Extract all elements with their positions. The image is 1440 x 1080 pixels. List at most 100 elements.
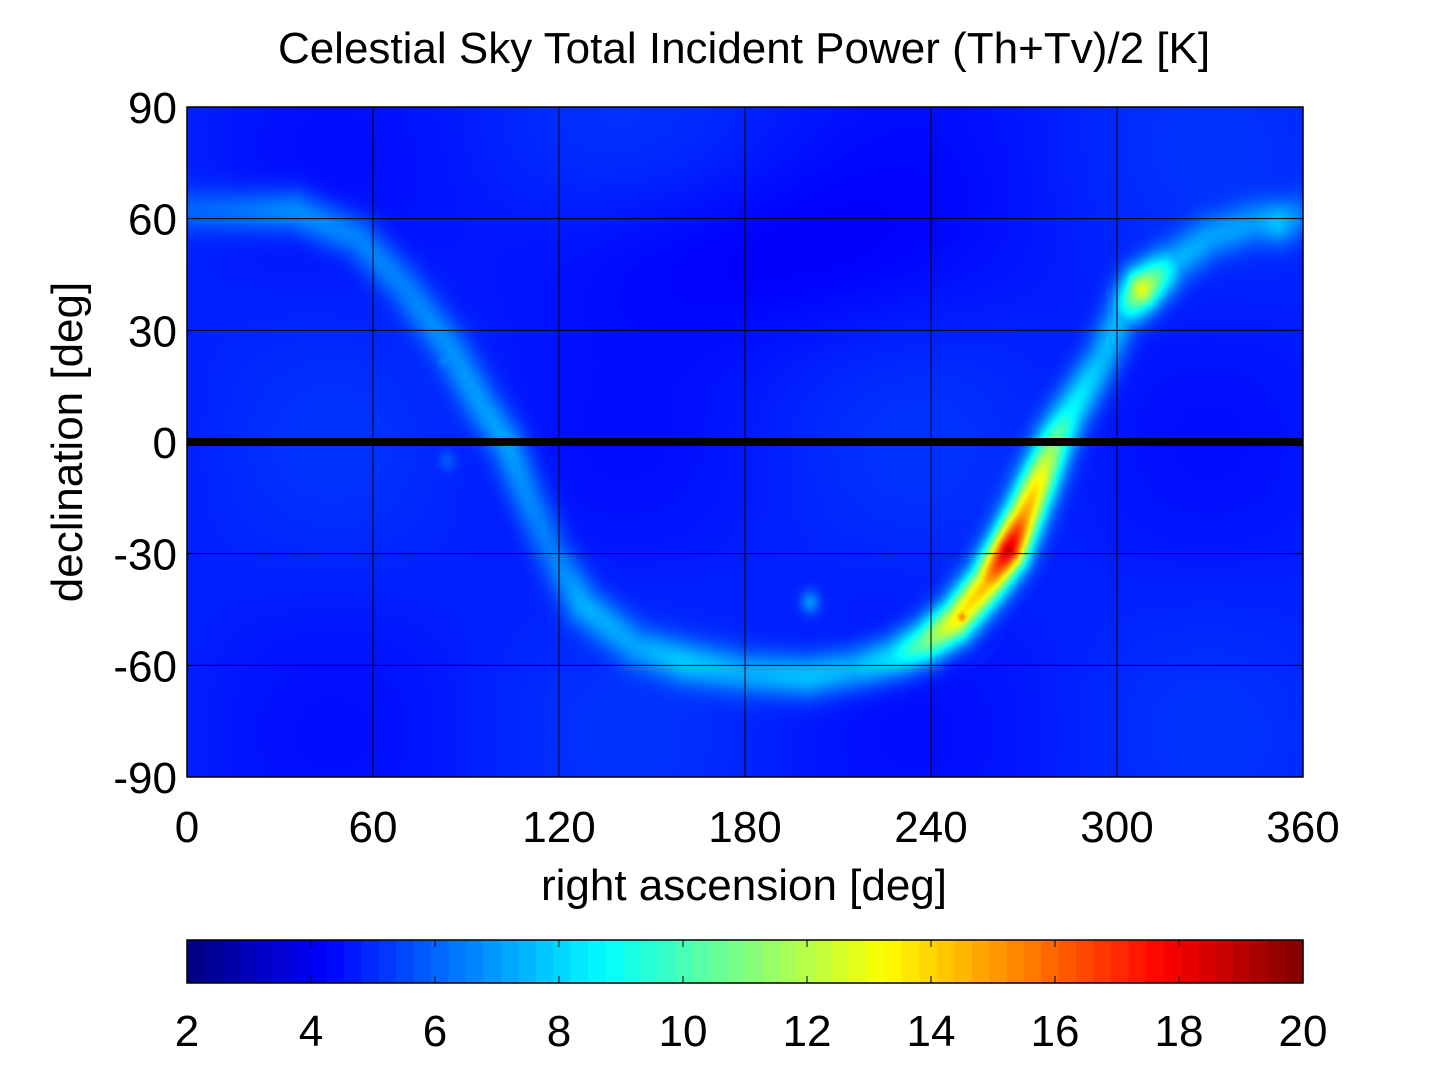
colorbar-cell — [570, 940, 589, 983]
colorbar-cell — [1093, 940, 1112, 983]
colorbar-cell — [500, 940, 519, 983]
y-tick-label: -60 — [113, 642, 177, 691]
colorbar-cell — [1215, 940, 1234, 983]
colorbar-cell — [187, 940, 206, 983]
y-tick-label: 90 — [128, 84, 177, 133]
colorbar-cell — [797, 940, 816, 983]
colorbar-cell — [919, 940, 938, 983]
colorbar-cell — [884, 940, 903, 983]
colorbar-tick-label: 14 — [907, 1007, 956, 1056]
colorbar-cell — [1250, 940, 1269, 983]
colorbar-cell — [483, 940, 502, 983]
colorbar-cell — [1024, 940, 1043, 983]
colorbar-cell — [1006, 940, 1025, 983]
colorbar-cell — [605, 940, 624, 983]
x-tick-label: 180 — [708, 803, 781, 852]
colorbar-cell — [1285, 940, 1304, 983]
x-tick-label: 120 — [522, 803, 595, 852]
colorbar-cell — [221, 940, 240, 983]
colorbar-cell — [745, 940, 764, 983]
colorbar-tick-label: 8 — [547, 1007, 571, 1056]
colorbar-tick-label: 2 — [175, 1007, 199, 1056]
colorbar-tick-label: 20 — [1279, 1007, 1328, 1056]
x-axis-ticks: 0 60 120 180 240 300 360 — [175, 803, 1340, 852]
colorbar-cell — [1041, 940, 1060, 983]
colorbar-cell — [1146, 940, 1165, 983]
x-tick-label: 60 — [349, 803, 398, 852]
x-tick-label: 0 — [175, 803, 199, 852]
y-tick-label: -30 — [113, 531, 177, 580]
colorbar-cell — [640, 940, 659, 983]
colorbar-cell — [396, 940, 415, 983]
y-tick-label: 0 — [153, 419, 177, 468]
x-tick-label: 300 — [1080, 803, 1153, 852]
colorbar-cell — [622, 940, 641, 983]
colorbar-cell — [466, 940, 485, 983]
x-axis-label: right ascension [deg] — [541, 861, 947, 910]
colorbar-cell — [204, 940, 223, 983]
colorbar-cell — [326, 940, 345, 983]
colorbar-cell — [448, 940, 467, 983]
colorbar-cell — [588, 940, 607, 983]
y-axis-ticks: -90 -60 -30 0 30 60 90 — [113, 84, 177, 803]
plot-area — [186, 106, 1304, 778]
colorbar-tick-label: 12 — [783, 1007, 832, 1056]
colorbar-cell — [343, 940, 362, 983]
colorbar-cell — [413, 940, 432, 983]
x-tick-label: 360 — [1266, 803, 1339, 852]
colorbar-cell — [361, 940, 380, 983]
colorbar-cell — [727, 940, 746, 983]
y-tick-label: 60 — [128, 196, 177, 245]
colorbar-tick-label: 10 — [659, 1007, 708, 1056]
colorbar-cell — [1058, 940, 1077, 983]
colorbar-cell — [692, 940, 711, 983]
colorbar-cell — [291, 940, 310, 983]
colorbar-cell — [1233, 940, 1252, 983]
colorbar-cell — [762, 940, 781, 983]
chart-title: Celestial Sky Total Incident Power (Th+T… — [278, 24, 1210, 73]
colorbar-cell — [431, 940, 450, 983]
colorbar-tick-label: 6 — [423, 1007, 447, 1056]
colorbar-cell — [274, 940, 293, 983]
colorbar-tick-label: 16 — [1031, 1007, 1080, 1056]
colorbar-ticks: 2 4 6 8 10 12 14 16 18 20 — [175, 940, 1328, 1056]
colorbar-cell — [832, 940, 851, 983]
colorbar-cell — [518, 940, 537, 983]
y-axis-label: declination [deg] — [43, 282, 92, 602]
colorbar-cell — [936, 940, 955, 983]
colorbar-cell — [1198, 940, 1217, 983]
colorbar-cell — [867, 940, 886, 983]
colorbar-cell — [1163, 940, 1182, 983]
colorbar-tick-label: 18 — [1155, 1007, 1204, 1056]
colorbar-cell — [901, 940, 920, 983]
colorbar-cell — [657, 940, 676, 983]
colorbar-frame — [186, 939, 1304, 984]
plot-frame — [186, 106, 1304, 778]
colorbar-cell — [1180, 940, 1199, 983]
colorbar-cell — [954, 940, 973, 983]
x-tick-label: 240 — [894, 803, 967, 852]
colorbar-cell — [1128, 940, 1147, 983]
colorbar-tick-label: 4 — [299, 1007, 323, 1056]
colorbar-cell — [849, 940, 868, 983]
colorbar-cell — [779, 940, 798, 983]
colorbar-cell — [971, 940, 990, 983]
colorbar-cell — [239, 940, 258, 983]
colorbar: 2 4 6 8 10 12 14 16 18 20 — [175, 939, 1328, 1056]
y-tick-label: 30 — [128, 307, 177, 356]
colorbar-cell — [1268, 940, 1287, 983]
colorbar-cell — [378, 940, 397, 983]
colorbar-cell — [1111, 940, 1130, 983]
y-tick-label: -90 — [113, 754, 177, 803]
colorbar-cell — [675, 940, 694, 983]
colorbar-cell — [256, 940, 275, 983]
colorbar-cell — [1076, 940, 1095, 983]
colorbar-cell — [989, 940, 1008, 983]
colorbar-cell — [710, 940, 729, 983]
colorbar-cell — [535, 940, 554, 983]
colorbar-cell — [553, 940, 572, 983]
colorbar-gradient — [187, 940, 1304, 983]
colorbar-cell — [814, 940, 833, 983]
colorbar-cell — [309, 940, 328, 983]
